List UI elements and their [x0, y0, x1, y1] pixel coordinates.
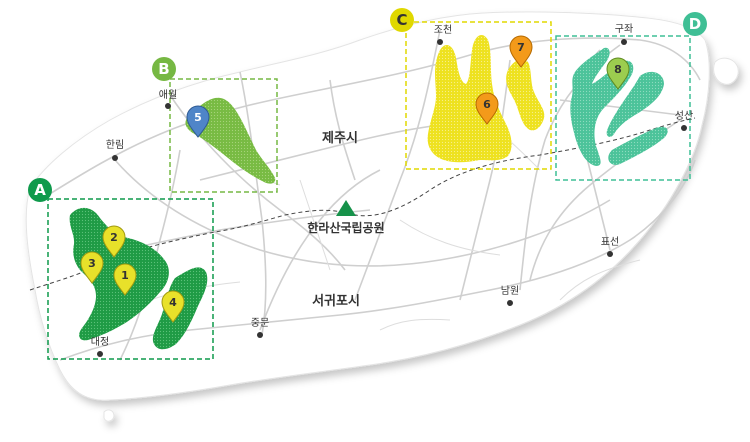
zone-d-letter: D [689, 15, 701, 33]
svg-text:조천: 조천 [434, 24, 452, 36]
svg-text:애월: 애월 [159, 89, 177, 101]
map-pin-icon [80, 251, 104, 284]
map-pin-icon [161, 290, 185, 323]
zone-c-forest [427, 35, 512, 163]
zone-b-letter: B [158, 60, 169, 78]
seogwipo-city-label: 서귀포시 [312, 293, 360, 309]
zone-a-badge [28, 178, 52, 202]
zone-d-box [555, 35, 691, 181]
town-pyoseon: 표선 [601, 236, 619, 257]
map-pin-icon [509, 35, 533, 68]
town-dot-icon [112, 155, 118, 161]
mountain-triangle-icon [336, 200, 356, 216]
zone-c-forest-east [506, 59, 545, 131]
svg-text:표선: 표선 [601, 236, 619, 248]
town-dot-icon [97, 351, 103, 357]
pin-2[interactable]: 2 [102, 225, 126, 258]
zone-a-letter: A [34, 181, 46, 199]
map-pin-icon [102, 225, 126, 258]
pin-6[interactable]: 6 [475, 92, 499, 125]
pin-1[interactable]: 1 [113, 263, 137, 296]
town-seongsan: 성산 [675, 110, 693, 131]
town-dot-icon [621, 39, 627, 45]
svg-text:4: 4 [169, 296, 177, 309]
svg-text:성산: 성산 [675, 110, 693, 122]
map-pin-icon [475, 92, 499, 125]
town-hallim: 한림 [106, 139, 124, 161]
svg-text:중문: 중문 [251, 317, 269, 329]
svg-text:3: 3 [88, 257, 96, 270]
svg-text:8: 8 [614, 63, 622, 76]
pin-3[interactable]: 3 [80, 251, 104, 284]
svg-text:남원: 남원 [501, 285, 519, 297]
town-dot-icon [257, 332, 263, 338]
svg-text:6: 6 [483, 98, 491, 111]
town-gujwa: 구좌 [615, 23, 633, 45]
map-pin-icon [186, 105, 210, 138]
zone-c[interactable]: C [390, 8, 552, 170]
town-dot-icon [437, 39, 443, 45]
svg-text:5: 5 [194, 111, 202, 124]
zone-d-forest-c [608, 126, 668, 165]
svg-text:2: 2 [110, 231, 118, 244]
zone-a-box [47, 198, 214, 360]
town-jungmun: 중문 [251, 317, 269, 338]
svg-text:대정: 대정 [91, 336, 109, 348]
town-daejeong: 대정 [91, 336, 109, 357]
zone-c-badge [390, 8, 414, 32]
town-jocheon: 조천 [434, 24, 452, 45]
town-dot-icon [607, 251, 613, 257]
hallasan-marker: 한라산국립공원 [307, 200, 385, 235]
pin-7[interactable]: 7 [509, 35, 533, 68]
zone-c-box [405, 21, 552, 170]
town-aewol: 애월 [159, 89, 177, 109]
pin-8[interactable]: 8 [606, 57, 630, 90]
zone-b-box [169, 78, 278, 193]
town-dot-icon [507, 300, 513, 306]
zone-b-badge [152, 57, 176, 81]
town-dot-icon [681, 125, 687, 131]
svg-text:구좌: 구좌 [615, 23, 633, 35]
svg-text:7: 7 [517, 41, 525, 54]
pin-5[interactable]: 5 [186, 105, 210, 138]
zone-d-badge [683, 12, 707, 36]
map-pin-icon [113, 263, 137, 296]
svg-text:1: 1 [121, 269, 129, 282]
hallasan-label: 한라산국립공원 [307, 220, 384, 235]
zone-d-forest-b [606, 71, 664, 137]
pin-4[interactable]: 4 [161, 290, 185, 323]
jeju-city-label: 제주시 [322, 131, 358, 146]
svg-text:한림: 한림 [106, 139, 124, 151]
town-dot-icon [165, 103, 171, 109]
town-namwon: 남원 [501, 285, 519, 306]
map-pin-icon [606, 57, 630, 90]
zone-c-letter: C [396, 11, 407, 29]
